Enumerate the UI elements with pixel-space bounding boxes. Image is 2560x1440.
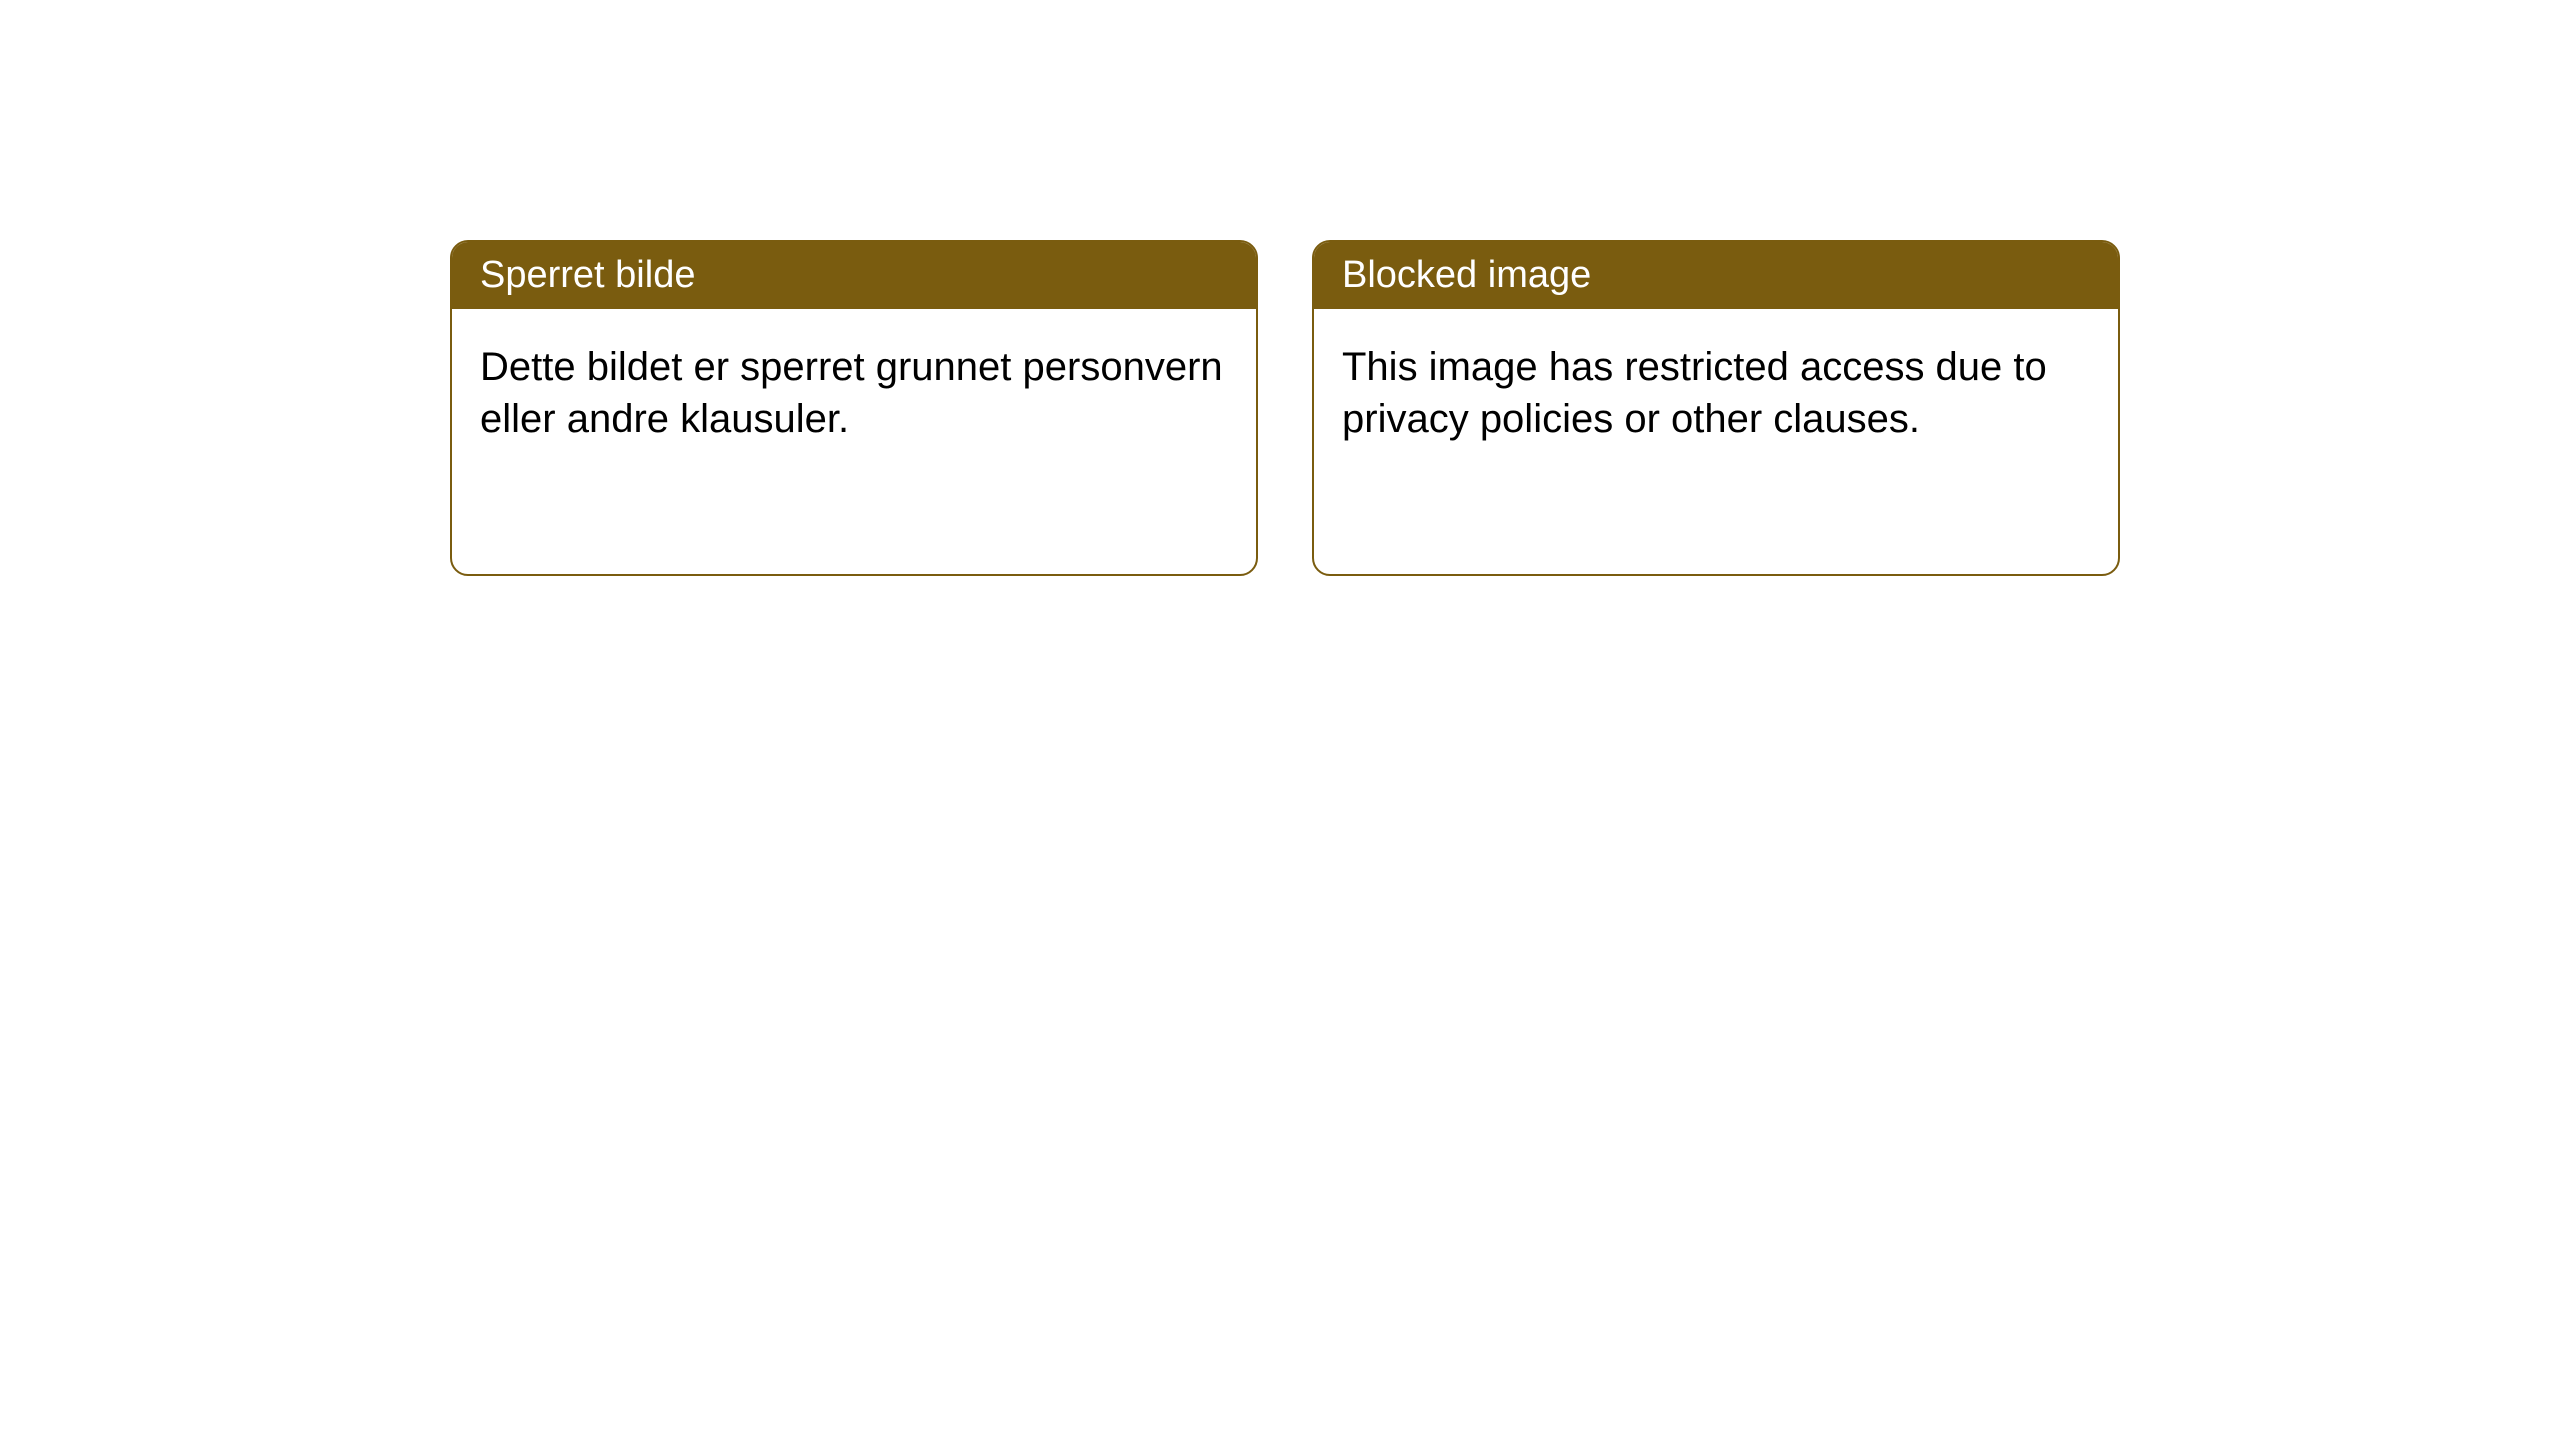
- card-header: Blocked image: [1314, 242, 2118, 309]
- blocked-image-card-no: Sperret bilde Dette bildet er sperret gr…: [450, 240, 1258, 576]
- card-header: Sperret bilde: [452, 242, 1256, 309]
- cards-container: Sperret bilde Dette bildet er sperret gr…: [0, 0, 2560, 576]
- card-title: Blocked image: [1342, 254, 1591, 296]
- blocked-image-card-en: Blocked image This image has restricted …: [1312, 240, 2120, 576]
- card-title: Sperret bilde: [480, 254, 695, 296]
- card-body: This image has restricted access due to …: [1314, 309, 2118, 477]
- card-body: Dette bildet er sperret grunnet personve…: [452, 309, 1256, 477]
- card-body-text: This image has restricted access due to …: [1342, 345, 2047, 441]
- card-body-text: Dette bildet er sperret grunnet personve…: [480, 345, 1223, 441]
